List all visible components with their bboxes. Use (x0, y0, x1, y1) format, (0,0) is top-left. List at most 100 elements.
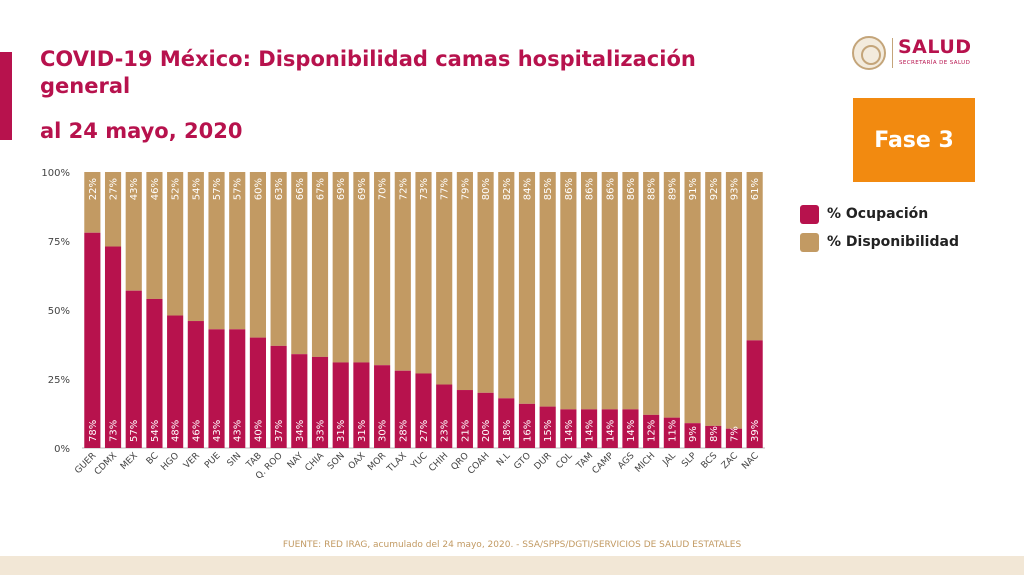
seal-icon (852, 36, 886, 70)
data-label-disponibilidad: 46% (150, 178, 161, 200)
bar-disponibilidad (84, 172, 101, 233)
bar-ocupacion (560, 409, 577, 448)
bar-disponibilidad (725, 172, 743, 429)
x-tick-label: HGO (159, 451, 181, 473)
x-tick-label: CAMP (591, 451, 617, 477)
data-label-ocupacion: 30% (378, 420, 389, 442)
bar-ocupacion (374, 365, 391, 448)
bar-disponibilidad (560, 172, 577, 410)
data-label-ocupacion: 12% (647, 420, 658, 442)
data-label-disponibilidad: 61% (750, 178, 761, 200)
data-label-disponibilidad: 70% (378, 178, 389, 200)
data-label-disponibilidad: 79% (460, 178, 471, 200)
x-tick-label: VER (182, 451, 202, 471)
x-tick-label: MOR (366, 451, 388, 473)
bar-disponibilidad (622, 172, 639, 410)
data-label-ocupacion: 34% (295, 420, 306, 442)
data-label-disponibilidad: 86% (585, 178, 596, 200)
data-label-ocupacion: 7% (729, 426, 740, 442)
bar-ocupacion (725, 428, 743, 448)
data-label-disponibilidad: 86% (605, 178, 616, 200)
bar-disponibilidad (518, 172, 536, 404)
data-label-disponibilidad: 86% (564, 178, 575, 200)
x-tick-label: MICH (634, 451, 658, 475)
data-label-ocupacion: 27% (419, 420, 430, 442)
bar-disponibilidad (229, 172, 246, 330)
data-label-disponibilidad: 52% (171, 178, 182, 200)
x-tick-label: GTO (512, 451, 533, 472)
bar-disponibilidad (249, 172, 266, 338)
bar-disponibilidad (125, 172, 142, 291)
bar-disponibilidad (146, 172, 163, 299)
data-label-disponibilidad: 72% (398, 178, 409, 200)
x-tick-label: PUE (203, 451, 223, 471)
bar-ocupacion (601, 409, 618, 448)
bar-ocupacion (167, 315, 184, 448)
data-label-ocupacion: 48% (171, 420, 182, 442)
bar-disponibilidad (746, 172, 763, 341)
bar-ocupacion (125, 290, 142, 448)
x-tick-label: ZAC (720, 451, 740, 471)
data-label-ocupacion: 28% (398, 420, 409, 442)
bar-disponibilidad (436, 172, 453, 385)
bar-ocupacion (663, 417, 680, 448)
data-label-ocupacion: 54% (150, 420, 161, 442)
bar-ocupacion (705, 425, 722, 448)
x-tick-label: N.L (495, 451, 512, 468)
bar-disponibilidad (705, 172, 722, 426)
data-label-disponibilidad: 85% (543, 178, 554, 200)
bar-ocupacion (249, 337, 266, 448)
x-tick-label: YUC (409, 451, 430, 472)
x-tick-label: MEX (119, 451, 140, 472)
data-label-disponibilidad: 84% (522, 178, 533, 200)
legend-item-ocupacion: % Ocupación (800, 200, 959, 228)
data-label-ocupacion: 39% (750, 420, 761, 442)
bar-disponibilidad (684, 172, 701, 424)
data-label-ocupacion: 14% (626, 420, 637, 442)
data-label-ocupacion: 43% (233, 420, 244, 442)
data-label-disponibilidad: 89% (667, 178, 678, 200)
data-label-ocupacion: 8% (709, 426, 720, 442)
bar-disponibilidad (187, 172, 204, 322)
bar-ocupacion (270, 345, 287, 448)
bar-disponibilidad (601, 172, 618, 410)
y-tick-label: 25% (48, 375, 70, 386)
x-tick-label: DUR (533, 451, 554, 472)
logo-divider (892, 38, 893, 68)
data-label-ocupacion: 46% (191, 420, 202, 442)
data-label-ocupacion: 16% (522, 420, 533, 442)
x-tick-label: CHIA (304, 450, 327, 473)
bar-ocupacion (229, 329, 246, 448)
bar-ocupacion (436, 384, 453, 448)
bar-ocupacion (581, 409, 598, 448)
bar-ocupacion (643, 414, 660, 448)
bar-ocupacion (394, 370, 411, 448)
data-label-disponibilidad: 43% (129, 178, 140, 200)
phase-badge: Fase 3 (853, 98, 975, 182)
y-tick-label: 100% (41, 168, 70, 179)
data-label-ocupacion: 57% (129, 420, 140, 442)
bar-disponibilidad (291, 172, 308, 355)
x-tick-label: COAH (466, 451, 492, 477)
bar-disponibilidad (663, 172, 680, 418)
x-tick-label: NAC (740, 451, 761, 472)
data-label-ocupacion: 15% (543, 420, 554, 442)
data-label-disponibilidad: 69% (336, 178, 347, 200)
data-label-ocupacion: 31% (357, 420, 368, 442)
accent-bar (0, 52, 12, 140)
bar-ocupacion (311, 356, 329, 448)
x-tick-label: SON (326, 451, 347, 472)
bar-ocupacion (84, 232, 101, 448)
bar-ocupacion (208, 329, 225, 448)
x-tick-label: JAL (661, 451, 678, 468)
bar-ocupacion (353, 362, 370, 448)
data-label-ocupacion: 14% (585, 420, 596, 442)
bar-ocupacion (415, 373, 432, 448)
x-tick-label: CHIH (427, 451, 450, 474)
data-label-disponibilidad: 92% (709, 178, 720, 200)
bar-ocupacion (332, 362, 349, 448)
data-label-ocupacion: 78% (88, 420, 99, 442)
data-label-disponibilidad: 93% (729, 178, 740, 200)
data-label-disponibilidad: 57% (233, 178, 244, 200)
data-label-disponibilidad: 22% (88, 178, 99, 200)
